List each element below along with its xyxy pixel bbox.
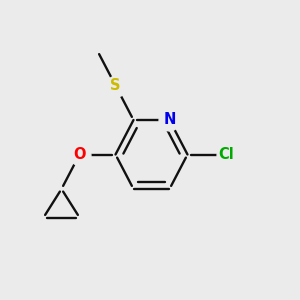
Text: S: S	[110, 78, 121, 93]
Text: Cl: Cl	[219, 147, 234, 162]
Text: N: N	[163, 112, 176, 128]
Text: O: O	[73, 147, 86, 162]
